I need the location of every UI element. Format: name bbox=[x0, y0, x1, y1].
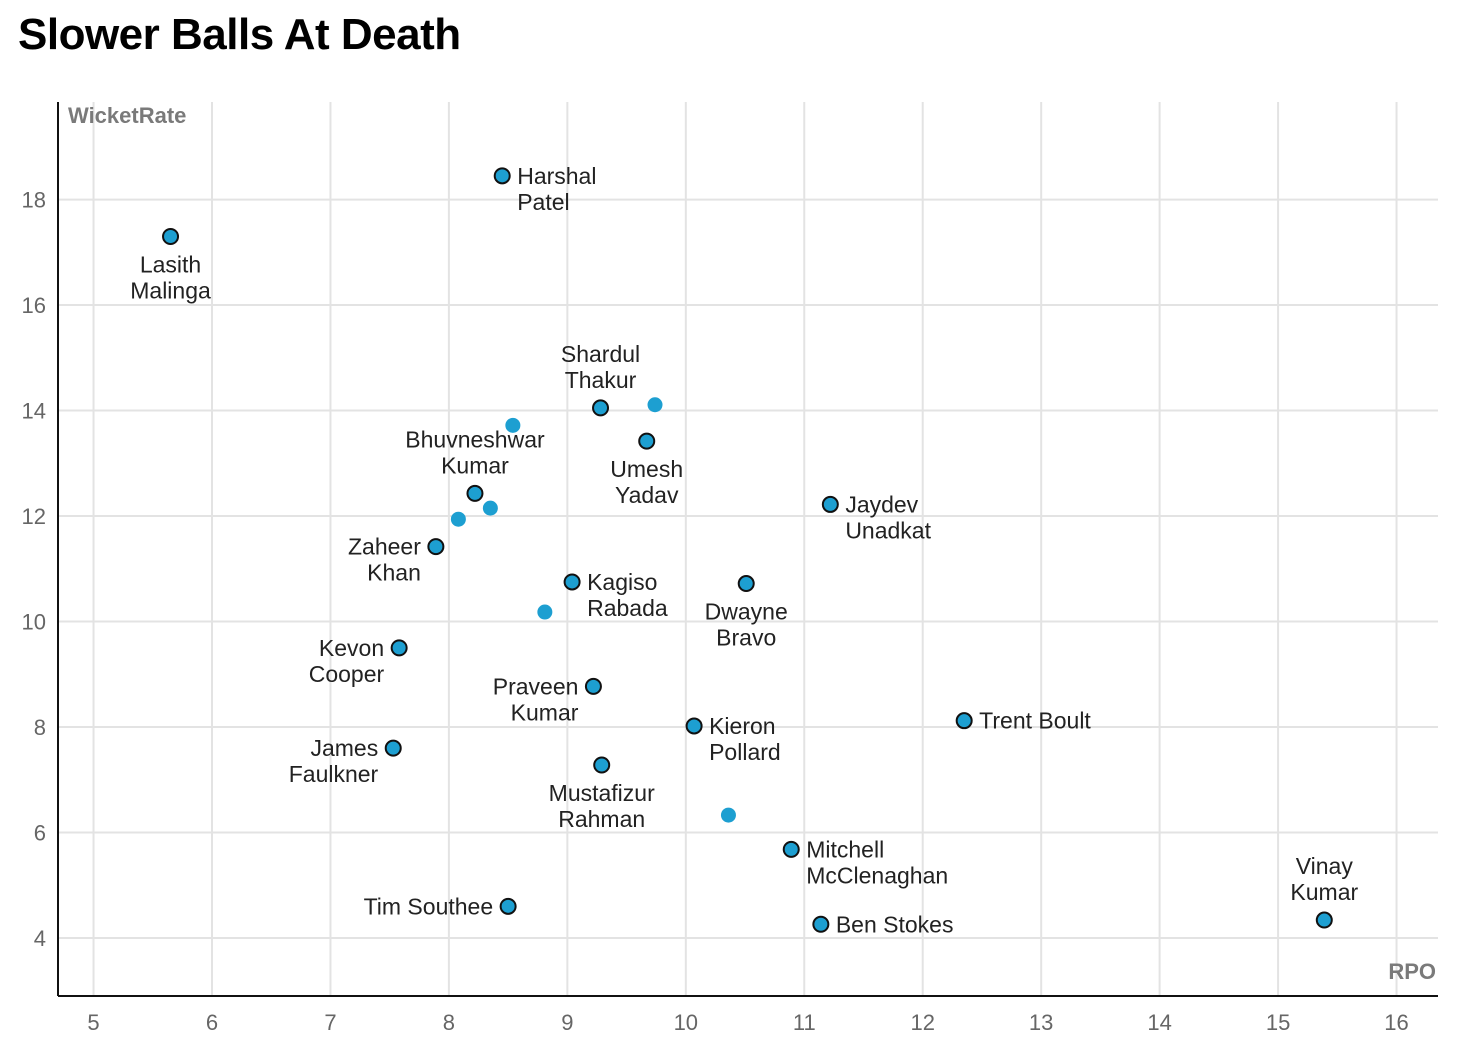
data-point bbox=[647, 397, 663, 413]
data-point bbox=[537, 604, 553, 620]
data-point bbox=[450, 511, 466, 527]
y-tick-label: 18 bbox=[22, 188, 46, 213]
point-label: Lasith Malinga bbox=[130, 251, 211, 303]
data-point bbox=[563, 573, 581, 591]
point-label: Harshal Patel bbox=[517, 163, 596, 215]
x-tick-label: 10 bbox=[674, 1010, 698, 1035]
x-tick-label: 15 bbox=[1266, 1010, 1290, 1035]
y-tick-label: 14 bbox=[22, 399, 46, 424]
x-tick-label: 16 bbox=[1384, 1010, 1408, 1035]
point-label: Jaydev Unadkat bbox=[845, 491, 931, 543]
data-point bbox=[782, 840, 800, 858]
point-label: Dwayne Bravo bbox=[705, 599, 788, 651]
data-point bbox=[685, 717, 703, 735]
point-label: Trent Boult bbox=[979, 708, 1091, 734]
x-tick-label: 12 bbox=[910, 1010, 934, 1035]
data-point bbox=[592, 399, 610, 417]
x-tick-label: 5 bbox=[87, 1010, 99, 1035]
data-point bbox=[593, 756, 611, 774]
data-point bbox=[427, 538, 445, 556]
data-point bbox=[821, 495, 839, 513]
point-label: Tim Southee bbox=[364, 893, 494, 919]
tick-labels: 5 6 7 8 9 10 11 12 13 14 15 16 4 6 8 10 12 14 16 18 bbox=[22, 188, 1409, 1035]
point-label: Shardul Thakur bbox=[561, 341, 640, 393]
point-label: Zaheer Khan bbox=[348, 534, 421, 586]
point-label: Kieron Pollard bbox=[709, 713, 781, 765]
data-point bbox=[499, 897, 517, 915]
y-tick-label: 4 bbox=[34, 926, 46, 951]
data-point bbox=[493, 167, 511, 185]
point-label: Ben Stokes bbox=[836, 911, 954, 937]
data-point bbox=[720, 807, 736, 823]
point-label: Umesh Yadav bbox=[610, 456, 683, 508]
x-tick-label: 14 bbox=[1147, 1010, 1171, 1035]
x-axis-title: RPO bbox=[1388, 959, 1436, 984]
point-label: Bhuvneshwar Kumar bbox=[405, 426, 545, 478]
point-label: Vinay Kumar bbox=[1290, 853, 1358, 905]
data-points bbox=[162, 167, 1333, 933]
y-tick-label: 12 bbox=[22, 504, 46, 529]
y-axis-title: WicketRate bbox=[68, 103, 186, 128]
data-point bbox=[384, 739, 402, 757]
y-tick-label: 8 bbox=[34, 715, 46, 740]
point-label: Praveen Kumar bbox=[493, 673, 579, 725]
point-label: Kagiso Rabada bbox=[587, 569, 668, 621]
data-point bbox=[955, 712, 973, 730]
point-labels: Lasith Malinga Harshal Patel Shardul Thakur Um… bbox=[130, 163, 1358, 937]
x-tick-label: 13 bbox=[1029, 1010, 1053, 1035]
point-label: Mustafizur Rahman bbox=[549, 780, 655, 832]
data-point bbox=[1315, 911, 1333, 929]
data-point bbox=[162, 227, 180, 245]
data-point bbox=[390, 639, 408, 657]
axes bbox=[57, 102, 1438, 997]
data-point bbox=[505, 417, 521, 433]
grid-lines bbox=[58, 102, 1438, 996]
data-point bbox=[466, 484, 484, 502]
data-point bbox=[584, 677, 602, 695]
data-point bbox=[737, 575, 755, 593]
y-tick-label: 16 bbox=[22, 293, 46, 318]
point-label: James Faulkner bbox=[289, 735, 379, 787]
y-tick-label: 10 bbox=[22, 610, 46, 635]
point-label: Mitchell McClenaghan bbox=[806, 836, 948, 888]
data-point bbox=[482, 500, 498, 516]
x-tick-label: 7 bbox=[324, 1010, 336, 1035]
data-point bbox=[638, 432, 656, 450]
point-label: Kevon Cooper bbox=[309, 635, 385, 687]
data-point bbox=[812, 915, 830, 933]
y-tick-label: 6 bbox=[34, 820, 46, 845]
x-tick-label: 11 bbox=[793, 1010, 816, 1035]
chart-title: Slower Balls At Death bbox=[18, 10, 461, 59]
x-tick-label: 6 bbox=[206, 1010, 218, 1035]
x-tick-label: 9 bbox=[561, 1010, 573, 1035]
x-tick-label: 8 bbox=[443, 1010, 455, 1035]
